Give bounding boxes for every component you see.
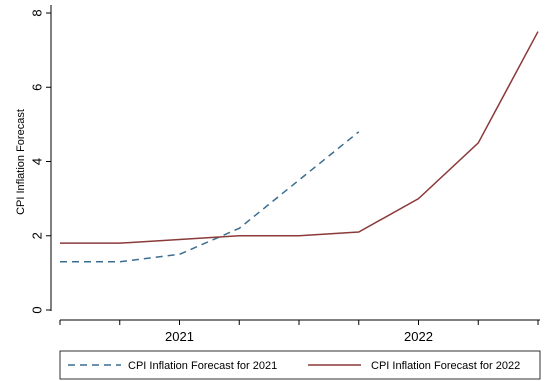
series-line-2021: [60, 131, 360, 263]
legend-box: [59, 350, 541, 380]
x-group-label: 2022: [404, 329, 433, 344]
series-lines: [60, 31, 539, 263]
x-ticks: [59, 320, 539, 325]
legend-label-2022: CPI Inflation Forecast for 2022: [371, 360, 520, 372]
y-tick-label: 2: [30, 232, 45, 239]
x-group-label: 2021: [165, 329, 194, 344]
y-axis-title: CPI Inflation Forecast: [15, 109, 27, 215]
x-group-labels: 2021 2022: [165, 329, 433, 344]
legend-label-2021: CPI Inflation Forecast for 2021: [128, 360, 277, 372]
y-ticks: 0 2 4 6 8: [30, 9, 51, 314]
series-line-2022: [60, 31, 539, 244]
y-tick-label: 0: [30, 306, 45, 313]
y-tick-label: 8: [30, 9, 45, 16]
y-tick-label: 4: [30, 158, 45, 165]
legend: CPI Inflation Forecast for 2021 CPI Infl…: [59, 350, 541, 380]
y-tick-label: 6: [30, 84, 45, 91]
